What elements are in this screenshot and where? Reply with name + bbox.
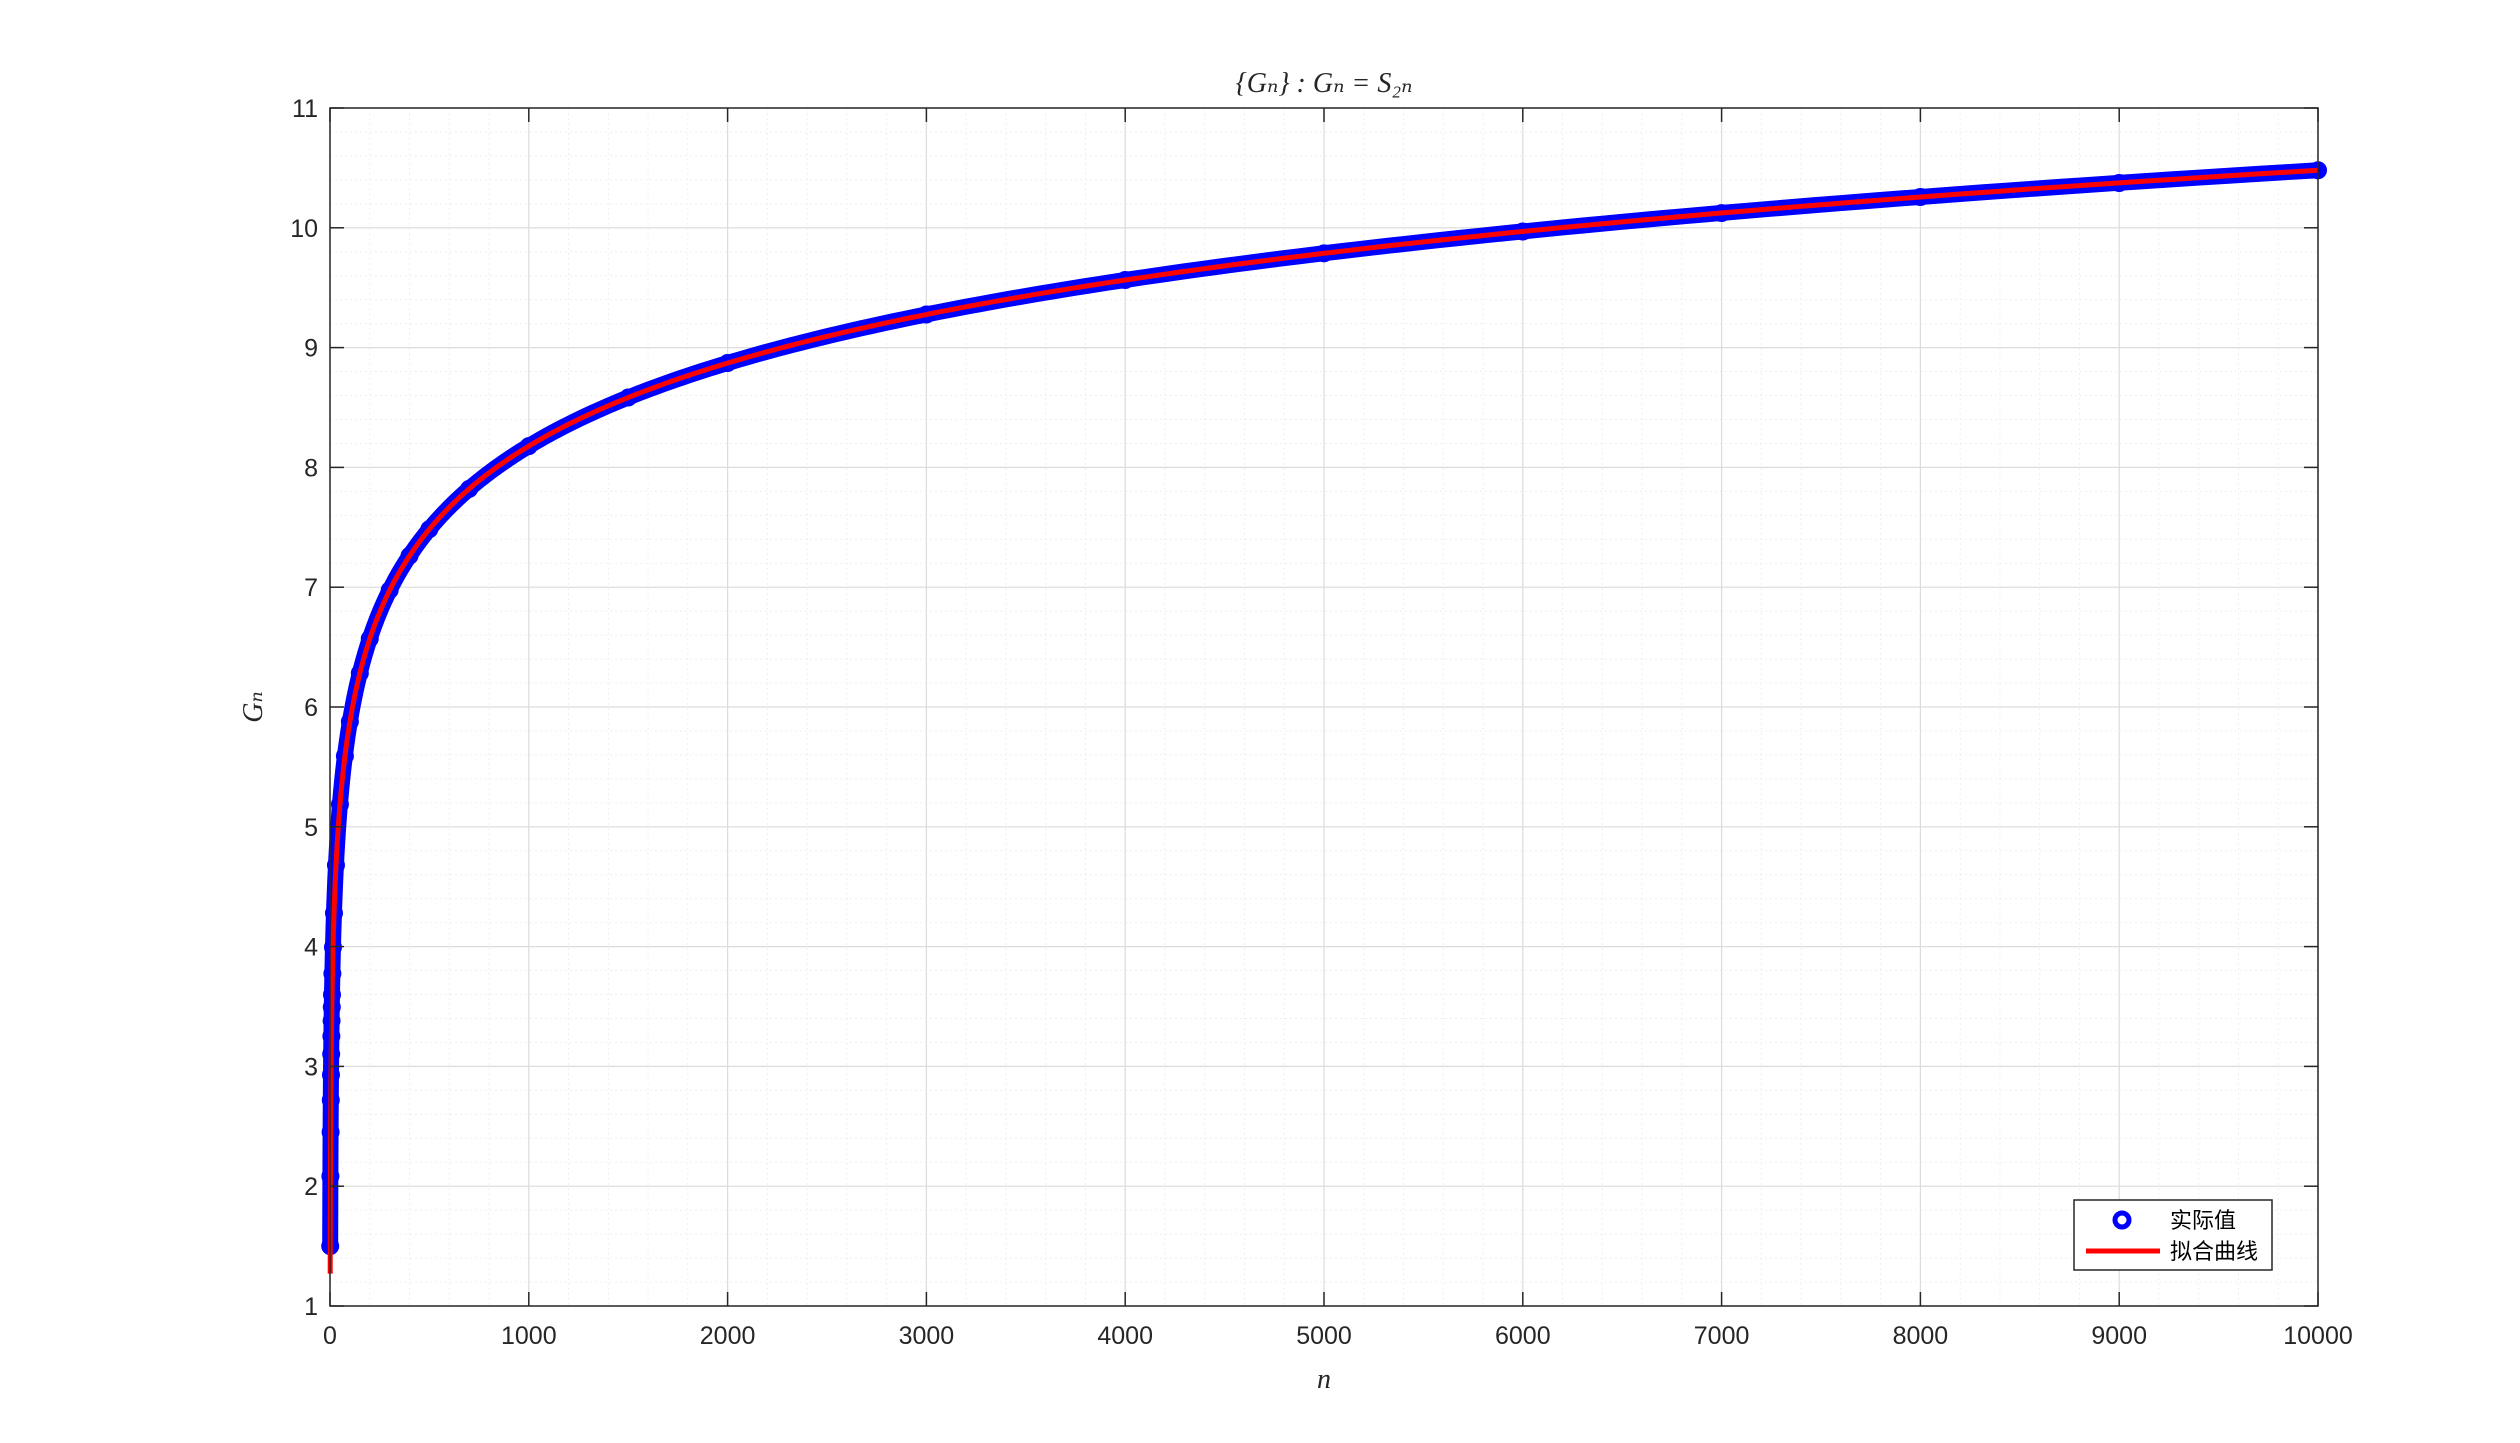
x-tick-label: 8000: [1893, 1322, 1949, 1350]
data-point-marker: [519, 437, 538, 456]
x-tick-label: 6000: [1495, 1322, 1551, 1350]
legend-label-fit: 拟合曲线: [2170, 1240, 2258, 1265]
y-axis-label: Gₙ: [238, 691, 269, 723]
x-tick-label: 10000: [2283, 1322, 2353, 1350]
data-point-marker: [619, 388, 638, 407]
y-tick-label: 1: [304, 1293, 318, 1321]
plot-area: [321, 107, 2327, 1307]
data-point-marker: [380, 581, 399, 600]
x-tick-label: 7000: [1694, 1322, 1750, 1350]
fit-curve-line: [327, 167, 2319, 1275]
chart-title: {Gₙ} : Gₙ = S₂ₙ: [1236, 68, 1413, 99]
y-tick-label: 9: [304, 335, 318, 363]
y-tick-label: 5: [304, 814, 318, 842]
x-tick-labels: 0 1000 2000 3000 4000 5000 6000 7000 8000 9000 100…: [323, 1322, 2353, 1350]
x-tick-label: 4000: [1097, 1322, 1153, 1350]
x-tick-label: 3000: [899, 1322, 955, 1350]
data-point-marker: [420, 520, 439, 539]
y-tick-label: 3: [304, 1053, 318, 1081]
x-axis-label: n: [1317, 1364, 1331, 1395]
y-tick-label: 2: [304, 1173, 318, 1201]
x-tick-label: 2000: [700, 1322, 756, 1350]
y-tick-label: 10: [290, 215, 318, 243]
x-tick-label: 5000: [1296, 1322, 1352, 1350]
data-point-marker: [400, 546, 419, 565]
y-tick-label: 8: [304, 454, 318, 482]
legend: 实际值 拟合曲线: [2073, 1199, 2273, 1271]
legend-circle-marker-icon: [2112, 1210, 2132, 1230]
x-tick-label: 0: [323, 1322, 337, 1350]
tick-marks: [329, 107, 2319, 1307]
y-tick-labels: 1 2 3 4 5 6 7 8 9 10 11: [290, 95, 318, 1321]
x-tick-label: 9000: [2091, 1322, 2147, 1350]
y-tick-label: 6: [304, 694, 318, 722]
x-tick-label: 1000: [501, 1322, 557, 1350]
data-point-marker: [460, 479, 479, 498]
series-layer: [321, 161, 2327, 1275]
y-tick-label: 7: [304, 574, 318, 602]
legend-label-actual: 实际值: [2170, 1209, 2236, 1234]
y-tick-label: 4: [304, 934, 318, 962]
legend-box: [2073, 1199, 2273, 1271]
y-tick-label: 11: [292, 95, 318, 123]
